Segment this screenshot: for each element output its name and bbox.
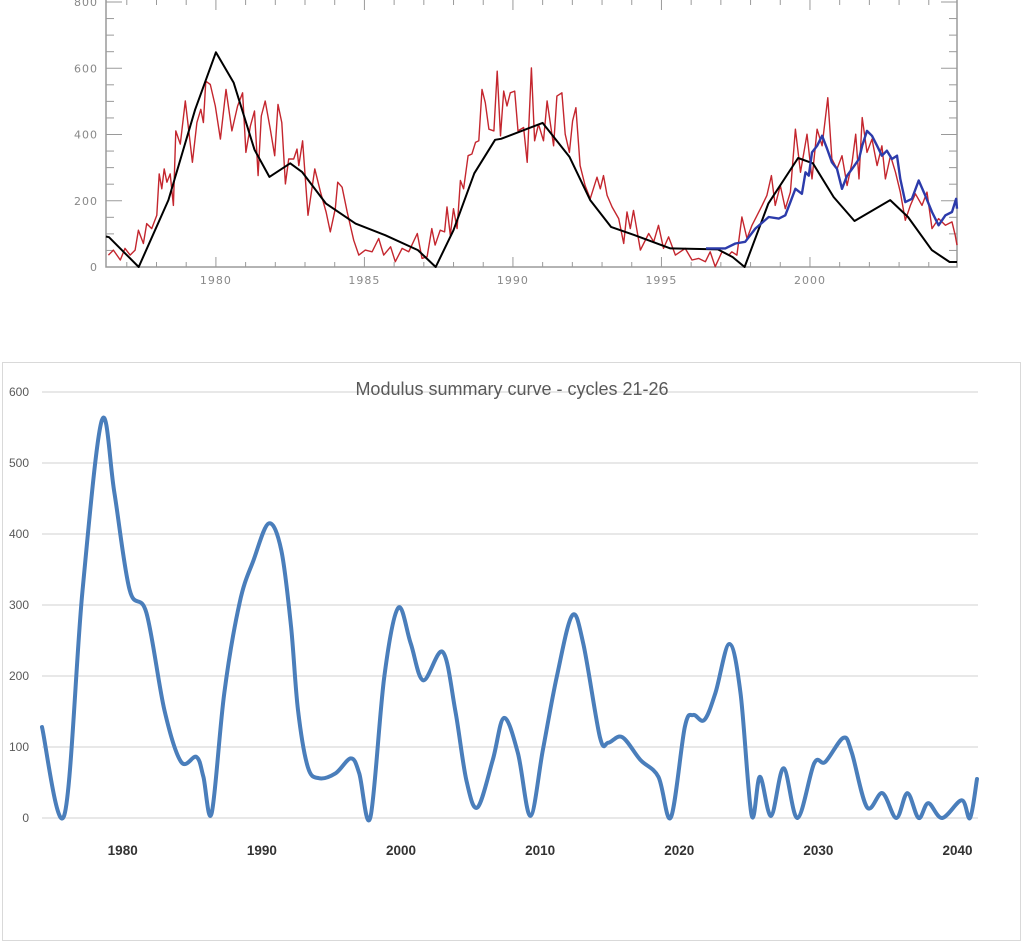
y-tick-label: 600 <box>9 385 29 399</box>
chart-title: Modulus summary curve - cycles 21-26 <box>355 379 668 399</box>
bottom-chart-frame <box>2 362 1021 941</box>
x-tick-label: 1990 <box>247 843 277 858</box>
y-tick-label: 600 <box>74 62 98 75</box>
y-tick-label: 300 <box>9 598 29 612</box>
x-tick-label: 2030 <box>803 843 833 858</box>
y-tick-label: 200 <box>9 669 29 683</box>
y-tick-label: 400 <box>74 129 98 142</box>
y-tick-label: 500 <box>9 456 29 470</box>
x-tick-label: 2020 <box>664 843 694 858</box>
x-tick-label: 1995 <box>645 274 677 287</box>
y-tick-label: 0 <box>22 811 29 825</box>
y-tick-label: 400 <box>9 527 29 541</box>
x-tick-label: 2040 <box>942 843 972 858</box>
x-tick-label: 2000 <box>794 274 826 287</box>
x-tick-label: 2010 <box>525 843 555 858</box>
black-series-line <box>105 51 957 268</box>
blue-series-line <box>706 129 959 250</box>
x-tick-label: 2000 <box>386 843 416 858</box>
x-tick-label: 1980 <box>200 274 232 287</box>
x-tick-label: 1985 <box>348 274 380 287</box>
modulus-curve-line <box>40 415 979 823</box>
x-tick-label: 1990 <box>497 274 529 287</box>
red-series-line <box>107 67 958 268</box>
y-tick-label: 800 <box>74 0 98 9</box>
y-tick-label: 100 <box>9 740 29 754</box>
y-tick-label: 0 <box>90 261 98 274</box>
plot-frame <box>105 0 958 268</box>
x-tick-label: 1980 <box>108 843 138 858</box>
top-chart: 0 200 400 600 800 1980 1985 1990 1995 2000 <box>74 0 959 287</box>
y-tick-label: 200 <box>74 195 98 208</box>
